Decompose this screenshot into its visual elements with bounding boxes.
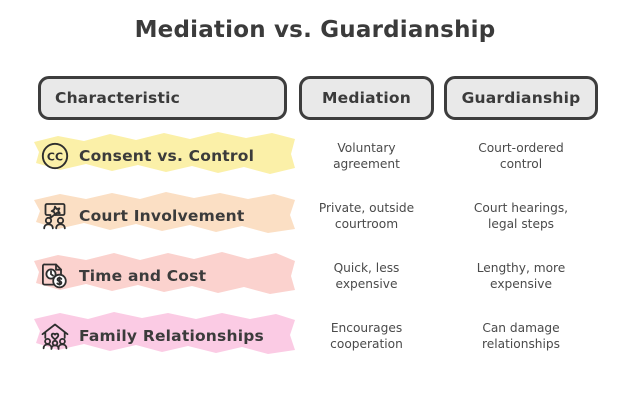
mediation-cell: Private, outside courtroom: [299, 186, 434, 246]
characteristic-cell: Time and Cost: [40, 246, 206, 306]
header-mediation-label: Mediation: [321, 89, 411, 107]
family-house-heart-icon: [40, 321, 70, 351]
highlight-band: [32, 310, 297, 356]
highlight-band: [32, 130, 297, 176]
characteristic-cell: Family Relationships: [40, 306, 264, 366]
characteristic-label: Consent vs. Control: [79, 147, 255, 165]
svg-text:CC: CC: [47, 150, 63, 163]
characteristic-label: Time and Cost: [79, 267, 207, 285]
characteristic-label: Family Relationships: [79, 327, 264, 345]
band-shape-3: [34, 252, 295, 294]
band-shape-1: [34, 132, 295, 174]
mediation-cell: Voluntary agreement: [299, 126, 434, 186]
header-characteristic-label: Characteristic: [55, 89, 180, 107]
mediation-line-2: agreement: [333, 157, 400, 171]
characteristic-label: Court Involvement: [79, 207, 245, 225]
guardianship-cell: Lengthy, more expensive: [444, 246, 598, 306]
guardianship-line-1: Court-ordered: [478, 141, 564, 155]
table-row: Court Involvement Private, outside court…: [0, 186, 630, 246]
table-row: Time and Cost Quick, less expensive Leng…: [0, 246, 630, 306]
header-guardianship: Guardianship: [444, 76, 598, 120]
mediation-line-2: courtroom: [334, 217, 399, 231]
mediation-line-2: cooperation: [330, 337, 403, 351]
table-header-row: Characteristic Mediation Guardianship: [0, 76, 630, 120]
band-shape-2: [34, 192, 295, 233]
mediation-line-1: Voluntary: [337, 141, 396, 155]
guardianship-line-1: Can damage: [482, 321, 560, 335]
guardianship-line-1: Lengthy, more: [476, 261, 566, 275]
mediation-line-2: expensive: [335, 277, 398, 291]
guardianship-line-1: Court hearings,: [473, 201, 569, 215]
page-title: Mediation vs. Guardianship: [134, 17, 496, 43]
guardianship-cell: Court-ordered control: [444, 126, 598, 186]
guardianship-cell: Can damage relationships: [444, 306, 598, 366]
guardianship-line-2: expensive: [490, 277, 552, 291]
characteristic-cell: CC Consent vs. Control: [40, 126, 254, 186]
highlight-band: [32, 190, 297, 236]
table-body: CC Consent vs. Control Voluntary agreeme…: [0, 126, 630, 366]
characteristic-cell: Court Involvement: [40, 186, 245, 246]
guardianship-line-2: relationships: [482, 337, 560, 351]
mediation-line-1: Encourages: [330, 321, 403, 335]
people-presentation-icon: [40, 201, 70, 231]
table-row: Family Relationships Encourages cooperat…: [0, 306, 630, 366]
mediation-line-1: Quick, less: [333, 261, 400, 275]
header-characteristic: Characteristic: [38, 76, 287, 120]
guardianship-cell: Court hearings, legal steps: [444, 186, 598, 246]
table-row: CC Consent vs. Control Voluntary agreeme…: [0, 126, 630, 186]
highlight-band: [32, 250, 297, 296]
document-clock-money-icon: [40, 261, 70, 291]
cc-circle-icon: CC: [40, 141, 70, 171]
guardianship-line-2: legal steps: [487, 217, 555, 231]
mediation-cell: Encourages cooperation: [299, 306, 434, 366]
guardianship-line-2: control: [499, 157, 543, 171]
band-shape-4: [34, 312, 295, 354]
header-mediation: Mediation: [299, 76, 434, 120]
mediation-line-1: Private, outside: [318, 201, 415, 215]
header-guardianship-label: Guardianship: [461, 89, 581, 107]
mediation-cell: Quick, less expensive: [299, 246, 434, 306]
